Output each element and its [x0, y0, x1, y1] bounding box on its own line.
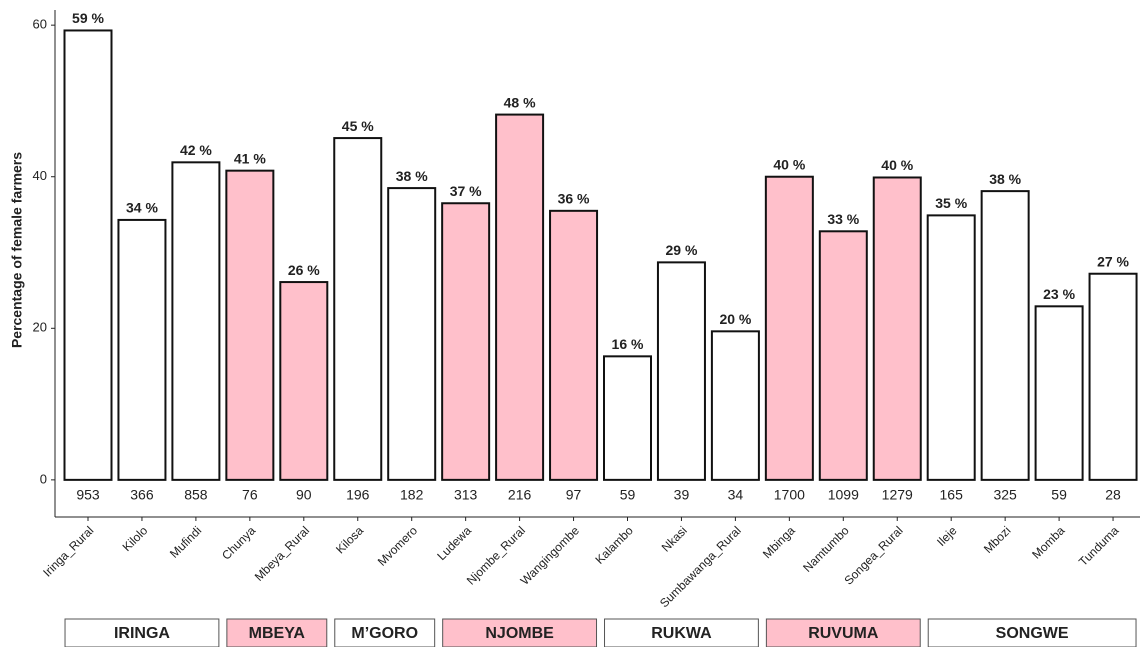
value-label: 38 % [396, 168, 428, 184]
bar [603, 355, 652, 481]
bar [656, 261, 706, 481]
region-box [765, 618, 921, 647]
x-tick-label: Kilolo [120, 523, 151, 554]
value-label: 35 % [935, 195, 967, 211]
count-label: 1700 [774, 487, 805, 503]
bar [279, 281, 329, 481]
region-label: RUKWA [651, 625, 712, 642]
bar [1088, 272, 1138, 481]
count-label: 76 [242, 487, 258, 503]
count-label: 325 [993, 487, 1017, 503]
count-label: 858 [184, 487, 208, 503]
region-label: IRINGA [114, 625, 170, 642]
bar [441, 202, 491, 481]
y-tick-label: 0 [40, 471, 47, 486]
region-label: RUVUMA [808, 625, 879, 642]
x-tick-label: Iringa_Rural [40, 523, 96, 579]
count-label: 165 [940, 487, 964, 503]
region-box [334, 618, 436, 647]
region-label: SONGWE [996, 625, 1069, 642]
x-tick-label: Kalambo [592, 523, 636, 567]
bar [225, 169, 275, 481]
y-axis-label: Percentage of female farmers [9, 152, 25, 348]
count-label: 182 [400, 487, 424, 503]
region-box [442, 618, 598, 647]
value-label: 23 % [1043, 286, 1075, 302]
region-box [64, 618, 220, 647]
bar [333, 137, 383, 481]
x-tick-label: Tunduma [1076, 523, 1122, 569]
count-label: 59 [620, 487, 636, 503]
value-label: 45 % [342, 118, 374, 134]
value-label: 38 % [989, 171, 1021, 187]
region-box [927, 618, 1137, 647]
x-tick-label: Mufindi [167, 523, 204, 560]
value-label: 37 % [450, 183, 482, 199]
value-label: 36 % [558, 191, 590, 207]
count-label: 59 [1051, 487, 1067, 503]
bar [926, 214, 976, 481]
count-label: 28 [1105, 487, 1121, 503]
region-box [604, 618, 759, 647]
count-label: 90 [296, 487, 312, 503]
bar [171, 161, 221, 481]
bar [63, 29, 113, 481]
bar [710, 330, 760, 481]
count-label: 34 [728, 487, 744, 503]
bar [495, 113, 545, 481]
x-tick-label: Ludewa [434, 523, 474, 563]
x-tick-label: Mbozi [981, 523, 1014, 556]
value-label: 33 % [827, 211, 859, 227]
value-label: 26 % [288, 262, 320, 278]
value-label: 29 % [665, 242, 697, 258]
value-label: 34 % [126, 200, 158, 216]
value-label: 20 % [719, 311, 751, 327]
y-tick-label: 40 [33, 168, 47, 183]
x-tick-label: Mbinga [760, 523, 798, 561]
region-box [226, 618, 328, 647]
region-label: NJOMBE [485, 625, 554, 642]
y-tick-label: 60 [33, 17, 47, 32]
region-label: M’GORO [351, 625, 418, 642]
bar [1034, 305, 1084, 481]
x-tick-label: Mvomero [375, 523, 420, 568]
count-label: 1279 [882, 487, 913, 503]
y-tick-label: 20 [33, 320, 47, 335]
x-tick-label: Ileje [934, 523, 960, 549]
value-label: 48 % [504, 94, 536, 110]
count-label: 366 [130, 487, 154, 503]
x-tick-label: Mbeya_Rural [252, 523, 312, 583]
count-label: 1099 [828, 487, 859, 503]
bar [872, 176, 922, 481]
x-tick-label: Namtumbo [800, 523, 852, 575]
bar [387, 187, 437, 481]
x-tick-label: Nkasi [659, 523, 690, 554]
value-label: 40 % [773, 156, 805, 172]
count-label: 196 [346, 487, 370, 503]
x-tick-label: Kilosa [333, 523, 366, 556]
value-label: 41 % [234, 150, 266, 166]
count-label: 39 [674, 487, 690, 503]
bar [117, 218, 167, 481]
count-label: 953 [76, 487, 100, 503]
region-label: MBEYA [249, 625, 306, 642]
value-label: 16 % [612, 336, 644, 352]
bar [764, 175, 814, 481]
count-label: 97 [566, 487, 582, 503]
bar [818, 230, 868, 481]
count-label: 216 [508, 487, 532, 503]
value-label: 27 % [1097, 253, 1129, 269]
x-tick-label: Chunya [219, 523, 258, 562]
value-label: 59 % [72, 10, 104, 26]
value-label: 42 % [180, 142, 212, 158]
bar [549, 209, 599, 481]
value-label: 40 % [881, 157, 913, 173]
bar [980, 190, 1030, 481]
count-label: 313 [454, 487, 478, 503]
x-tick-label: Momba [1029, 523, 1067, 561]
